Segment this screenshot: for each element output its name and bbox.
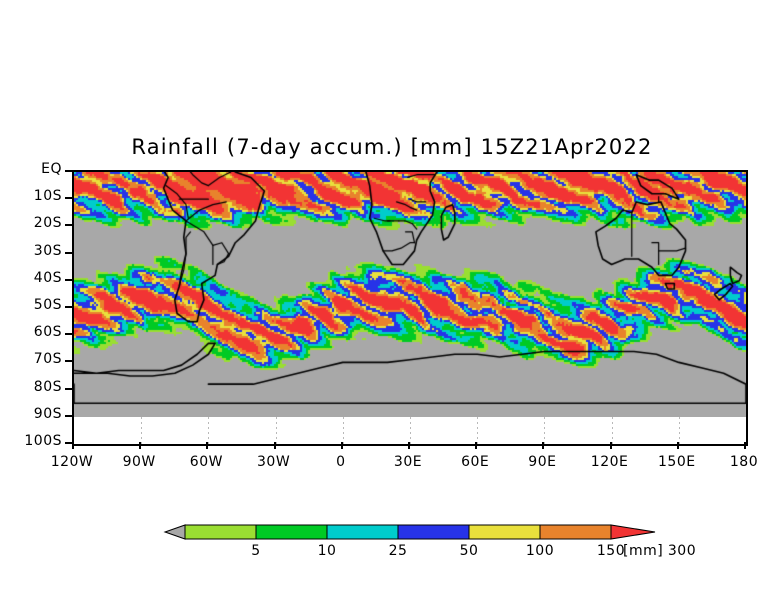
x-axis-label: 180 <box>729 454 759 470</box>
y-tick <box>65 170 72 172</box>
grid-line <box>208 416 210 444</box>
y-axis-label: 100S <box>24 433 62 449</box>
x-axis-label: 120E <box>590 454 629 470</box>
grid-line <box>544 416 546 444</box>
y-tick <box>65 278 72 281</box>
colorbar-tick-label: 5 <box>251 543 261 559</box>
colorbar-cap-low <box>163 524 186 540</box>
x-tick <box>340 442 343 449</box>
y-axis-label: 60S <box>33 324 62 341</box>
x-tick <box>609 442 612 449</box>
colorbar-band <box>184 524 257 540</box>
y-tick <box>65 224 72 227</box>
grid-line <box>141 416 143 444</box>
colorbar-tick-label: 300 <box>667 543 697 559</box>
y-axis-label: 20S <box>33 215 62 232</box>
grid-line <box>275 416 277 444</box>
plot-area <box>65 170 748 449</box>
grid-line <box>477 416 479 444</box>
y-tick <box>65 360 72 363</box>
x-axis-label: 0 <box>336 454 346 470</box>
x-axis-label: 60E <box>461 454 490 470</box>
colorbar-tick-label: 10 <box>317 543 337 559</box>
x-tick <box>139 442 142 449</box>
grid-line <box>410 416 411 444</box>
y-tick <box>65 251 72 254</box>
y-axis-label: 70S <box>33 351 62 368</box>
x-axis-label: 90E <box>528 454 557 470</box>
colorbar-unit-label: [mm] <box>623 543 664 559</box>
y-axis-label: 40S <box>33 269 62 286</box>
x-axis-label: 60W <box>189 454 223 470</box>
colorbar-tick-label: 25 <box>388 543 408 559</box>
y-axis-label: 10S <box>33 188 62 205</box>
x-axis-label: 90W <box>122 454 156 470</box>
y-axis-label: 50S <box>33 297 62 313</box>
x-tick <box>206 442 209 449</box>
colorbar-swatches <box>163 524 656 540</box>
x-tick <box>475 442 478 449</box>
x-axis-label: 150E <box>658 454 696 470</box>
y-tick <box>65 414 72 417</box>
x-tick <box>408 442 410 449</box>
colorbar-tick-label: 150 <box>596 543 626 559</box>
x-tick <box>676 442 679 449</box>
y-axis-label: 80S <box>33 378 62 395</box>
colorbar-band <box>539 524 612 540</box>
y-tick <box>65 306 72 308</box>
x-tick <box>542 442 545 449</box>
y-tick <box>65 387 72 390</box>
y-tick <box>65 333 72 336</box>
x-tick <box>72 442 74 449</box>
colorbar-cap-high <box>610 524 656 540</box>
y-tick <box>65 442 72 444</box>
y-axis-label: 90S <box>33 405 62 422</box>
colorbar-band <box>468 524 541 540</box>
x-tick <box>273 442 276 449</box>
y-axis-label: EQ <box>41 161 62 177</box>
colorbar: 5 10 25 50 100 150 300 [mm] <box>163 521 696 565</box>
x-axis-label: 30W <box>257 454 291 470</box>
x-tick <box>744 442 746 449</box>
chart-title: Rainfall (7-day accum.) [mm] 15Z21Apr202… <box>131 135 653 159</box>
colorbar-band <box>255 524 328 540</box>
colorbar-tick-label: 50 <box>459 543 479 559</box>
colorbar-band <box>326 524 399 540</box>
colorbar-tick-label: 100 <box>525 543 555 559</box>
plot-frame <box>72 170 748 446</box>
grid-line <box>678 416 680 444</box>
x-axis-label: 30E <box>393 454 423 470</box>
rainfall-map-raster <box>74 172 746 444</box>
x-axis-label: 120W <box>50 454 94 470</box>
colorbar-band <box>397 524 470 540</box>
y-tick <box>65 197 72 200</box>
grid-line <box>342 416 344 444</box>
y-axis-label: 30S <box>33 242 62 259</box>
grid-line <box>611 416 613 444</box>
